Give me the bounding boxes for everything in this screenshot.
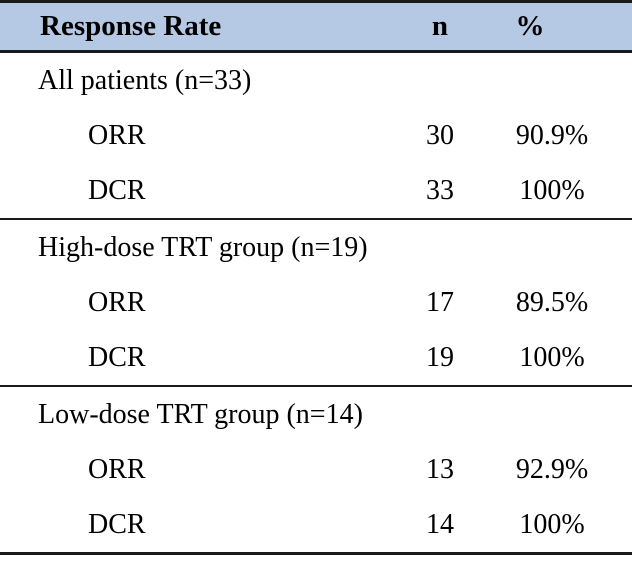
- row-label: DCR: [88, 341, 146, 373]
- row-percent-value: 90.9%: [515, 119, 589, 151]
- row-label: ORR: [88, 119, 146, 151]
- table-bottom-rule: [0, 552, 632, 555]
- row-n-value: 13: [426, 453, 454, 485]
- row-n-value: 30: [426, 119, 454, 151]
- group-row: All patients (n=33): [0, 53, 632, 108]
- group-row: High-dose TRT group (n=19): [0, 220, 632, 275]
- table-row: ORR 17 89.5%: [0, 275, 632, 330]
- row-percent-value: 100%: [519, 341, 585, 373]
- section-divider: [0, 385, 632, 387]
- response-rate-table: Response Rate n % All patients (n=33) OR…: [0, 0, 632, 555]
- row-percent-value: 89.5%: [515, 286, 589, 318]
- row-percent-value: 100%: [519, 508, 585, 540]
- header-response-rate: Response Rate: [40, 10, 222, 42]
- table-header-row: Response Rate n %: [0, 0, 632, 53]
- table-row: DCR 14 100%: [0, 497, 632, 552]
- group-row: Low-dose TRT group (n=14): [0, 387, 632, 442]
- group-label: Low-dose TRT group (n=14): [38, 398, 363, 430]
- header-percent: %: [515, 10, 545, 42]
- section-divider: [0, 218, 632, 220]
- table-row: ORR 13 92.9%: [0, 442, 632, 497]
- row-n-value: 14: [426, 508, 454, 540]
- row-percent-value: 100%: [519, 174, 585, 206]
- row-n-value: 17: [426, 286, 454, 318]
- section-high-dose: High-dose TRT group (n=19) ORR 17 89.5% …: [0, 220, 632, 385]
- row-n-value: 19: [426, 341, 454, 373]
- row-n-value: 33: [426, 174, 454, 206]
- group-label: High-dose TRT group (n=19): [38, 231, 368, 263]
- table-row: ORR 30 90.9%: [0, 108, 632, 163]
- row-percent-value: 92.9%: [515, 453, 589, 485]
- row-label: ORR: [88, 286, 146, 318]
- section-low-dose: Low-dose TRT group (n=14) ORR 13 92.9% D…: [0, 387, 632, 552]
- table-row: DCR 33 100%: [0, 163, 632, 218]
- group-label: All patients (n=33): [38, 64, 252, 96]
- header-n: n: [431, 10, 449, 42]
- row-label: DCR: [88, 174, 146, 206]
- section-all-patients: All patients (n=33) ORR 30 90.9% DCR 33 …: [0, 53, 632, 218]
- table-row: DCR 19 100%: [0, 330, 632, 385]
- row-label: ORR: [88, 453, 146, 485]
- row-label: DCR: [88, 508, 146, 540]
